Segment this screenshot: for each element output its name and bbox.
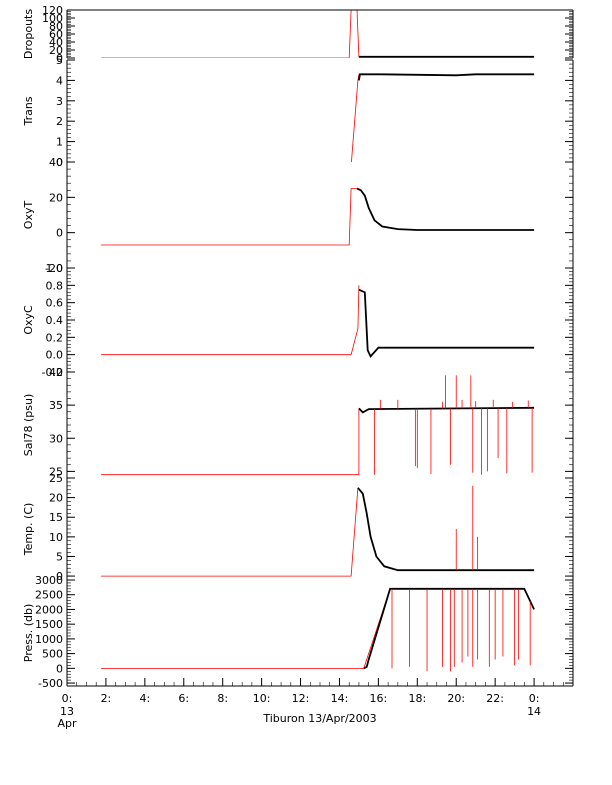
y-tick-label: 100 — [42, 12, 63, 25]
y-tick-label: 3000 — [35, 574, 63, 587]
x-tick-label: 6: — [178, 692, 189, 705]
y-axis-label: Press. (db) — [22, 604, 35, 663]
x-tick-label: 8: — [217, 692, 228, 705]
x-tick-label: 18: — [408, 692, 426, 705]
x-tick-label: 20: — [447, 692, 465, 705]
y-tick-label: 0.8 — [46, 279, 64, 292]
y-tick-label: 20 — [49, 44, 63, 57]
x-tick-label: 2: — [101, 692, 112, 705]
y-tick-label: 5 — [56, 54, 63, 67]
panel-4: -0.2 0.0 0.2 0.4 0.6 0.8 1.0 OxyC — [22, 262, 574, 379]
y-tick-label: 0 — [56, 662, 63, 675]
x-date-label: 13 — [60, 705, 74, 718]
y-tick-label: 0.4 — [46, 314, 64, 327]
y-tick-label: 0 — [56, 52, 63, 65]
x-date-label: Apr — [57, 717, 77, 730]
y-tick-label: 0.6 — [46, 297, 64, 310]
y-tick-label: 40 — [49, 366, 63, 379]
y-tick-label: 40 — [49, 36, 63, 49]
panel-5: 25 30 35 40 Sal78 (psu) — [22, 366, 574, 478]
x-tick-label: 0: — [529, 692, 540, 705]
series-clean-line — [363, 587, 535, 670]
panel-6: 0 5 10 15 20 25 Temp. (C) — [22, 472, 574, 583]
y-tick-label: 25 — [49, 465, 63, 478]
series-raw-line — [101, 487, 359, 577]
y-tick-label: 120 — [42, 4, 63, 17]
y-tick-label: 0 — [56, 570, 63, 583]
x-date-label: 14 — [527, 705, 541, 718]
y-axis-label: Dropouts — [22, 9, 35, 59]
panel-3: -20 0 20 40 OxyT — [22, 156, 574, 275]
chart-panels: 020406080100120Dropouts012345Trans-20020… — [22, 4, 574, 690]
x-tick-label: 12: — [292, 692, 310, 705]
y-tick-label: 25 — [49, 472, 63, 485]
series-raw-line — [101, 10, 360, 58]
y-tick-label: -0.2 — [42, 366, 63, 379]
series-raw-line — [101, 408, 360, 476]
y-tick-label: 0.0 — [46, 349, 64, 362]
series-clean-line — [357, 487, 535, 572]
y-tick-label: 0 — [56, 227, 63, 240]
y-tick-label: 20 — [49, 191, 63, 204]
y-tick-label: 2000 — [35, 603, 63, 616]
y-tick-label: 40 — [49, 156, 63, 169]
y-tick-label: 20 — [49, 492, 63, 505]
y-tick-label: 4 — [56, 74, 63, 87]
series-clean-line — [356, 187, 535, 231]
y-axis-label: Sal78 (psu) — [22, 394, 35, 457]
y-tick-label: 10 — [49, 531, 63, 544]
y-tick-label: 35 — [49, 399, 63, 412]
y-tick-label: 2 — [56, 115, 63, 128]
y-axis-label: OxyC — [22, 305, 35, 335]
y-tick-label: 80 — [49, 20, 63, 33]
y-tick-label: 0 — [56, 156, 63, 169]
y-tick-label: 1.0 — [46, 262, 64, 275]
y-tick-label: 60 — [49, 28, 63, 41]
y-axis-label: OxyT — [22, 201, 35, 230]
series-raw-line — [351, 74, 360, 162]
series-raw-line — [101, 188, 357, 246]
y-tick-label: 1 — [56, 136, 63, 149]
x-tick-label: 4: — [139, 692, 150, 705]
y-tick-label: 1500 — [35, 618, 63, 631]
series-raw-line — [101, 285, 360, 356]
series-raw-line — [101, 588, 391, 669]
y-tick-label: 3 — [56, 95, 63, 108]
series-clean-line — [358, 288, 535, 359]
y-tick-label: 5 — [56, 550, 63, 563]
series-clean-line — [358, 73, 535, 81]
y-tick-label: 15 — [49, 511, 63, 524]
y-axis-label: Trans — [22, 96, 35, 126]
x-tick-label: 14: — [331, 692, 349, 705]
y-tick-label: -500 — [38, 677, 63, 690]
y-tick-label: 500 — [42, 648, 63, 661]
series-clean-line — [358, 406, 535, 414]
y-tick-label: 0.2 — [46, 331, 64, 344]
y-tick-label: 1000 — [35, 633, 63, 646]
x-tick-label: 10: — [253, 692, 271, 705]
y-tick-label: -20 — [45, 262, 63, 275]
chart-footer-title: Tiburon 13/Apr/2003 — [262, 712, 376, 725]
x-tick-label: 0: — [62, 692, 73, 705]
y-tick-label: 2500 — [35, 589, 63, 602]
y-axis-label: Temp. (C) — [22, 503, 35, 557]
x-tick-label: 16: — [370, 692, 388, 705]
x-tick-label: 22: — [486, 692, 504, 705]
y-tick-label: 30 — [49, 432, 63, 445]
panel-2: 0 1 2 3 4 5 Trans — [22, 54, 574, 169]
